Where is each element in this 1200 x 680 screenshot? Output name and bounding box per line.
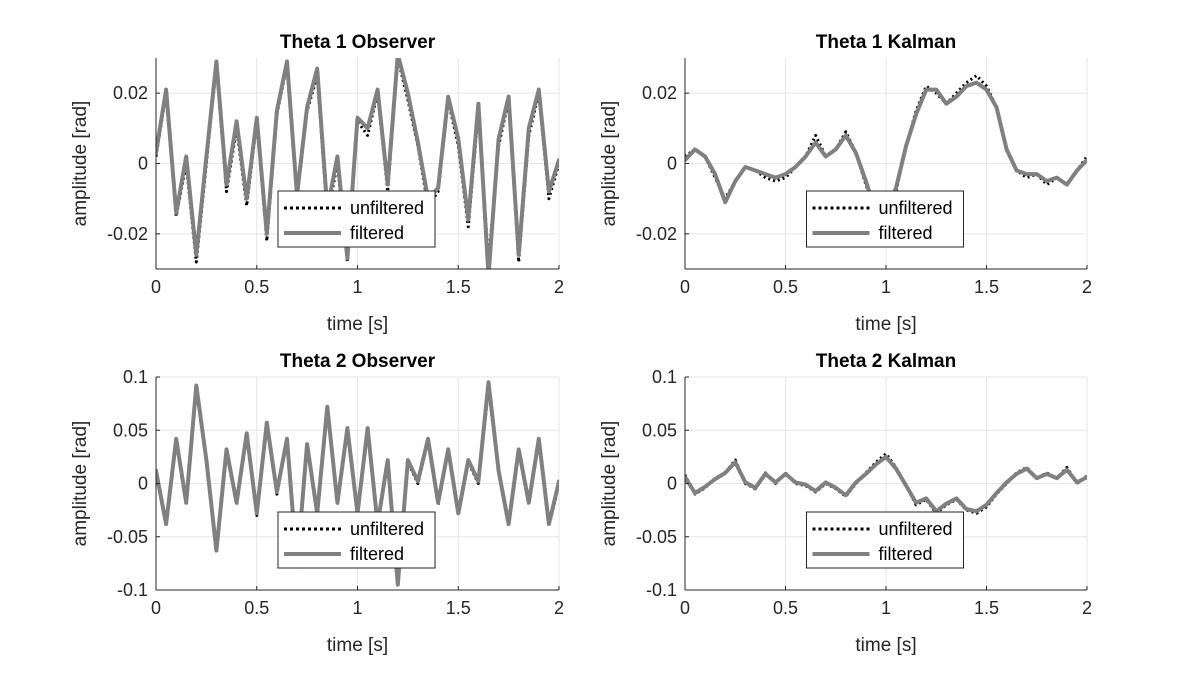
y-axis-label: amplitude [rad] xyxy=(599,101,620,227)
legend-label-filtered: filtered xyxy=(350,223,404,243)
y-tick-label: -0.05 xyxy=(107,527,148,547)
chart-title: Theta 2 Observer xyxy=(280,351,436,372)
series-line-filtered xyxy=(685,454,1087,514)
x-tick-label: 1.5 xyxy=(974,277,999,297)
x-tick-label: 1.5 xyxy=(974,598,999,618)
legend-label-unfiltered: unfiltered xyxy=(879,198,953,218)
y-tick-label: 0.1 xyxy=(652,367,677,387)
data-layer xyxy=(156,58,559,269)
x-tick-label: 2 xyxy=(554,277,564,297)
chart-1: 0 0.5 1 1.5 2 -0.02 0 0.02 Theta 1 Observer time … xyxy=(70,32,564,335)
x-tick-label: 1 xyxy=(881,277,891,297)
legend-box xyxy=(806,511,964,569)
legend-label-unfiltered: unfiltered xyxy=(879,519,953,539)
chart-title: Theta 1 Observer xyxy=(280,32,436,53)
legend-label-unfiltered: unfiltered xyxy=(350,519,424,539)
y-axis-label: amplitude [rad] xyxy=(70,421,91,547)
x-axis-label: time [s] xyxy=(327,314,388,335)
chart-title: Theta 2 Kalman xyxy=(816,351,956,372)
y-tick-label: 0.05 xyxy=(642,420,677,440)
legend-box xyxy=(277,190,436,248)
legend-box xyxy=(277,511,436,569)
y-tick-label: 0.02 xyxy=(642,83,677,103)
series-line-filtered xyxy=(156,58,559,269)
x-tick-label: 1 xyxy=(881,598,891,618)
legend-label-filtered: filtered xyxy=(879,223,933,243)
x-tick-label: 0.5 xyxy=(773,598,798,618)
y-tick-label: -0.05 xyxy=(636,527,677,547)
y-tick-label: 0.05 xyxy=(113,420,148,440)
legend: unfiltered filtered xyxy=(277,511,436,569)
y-tick-label: 0.1 xyxy=(123,367,148,387)
y-tick-label: 0 xyxy=(138,474,148,494)
x-tick-label: 0.5 xyxy=(773,277,798,297)
legend: unfiltered filtered xyxy=(806,511,964,569)
y-tick-label: 0 xyxy=(667,154,677,174)
y-tick-label: -0.1 xyxy=(646,580,677,600)
x-tick-label: 0 xyxy=(680,598,690,618)
x-tick-label: 2 xyxy=(1082,598,1092,618)
x-axis-label: time [s] xyxy=(855,635,916,656)
x-tick-label: 0 xyxy=(680,277,690,297)
x-axis-label: time [s] xyxy=(855,314,916,335)
legend-label-unfiltered: unfiltered xyxy=(350,198,424,218)
x-tick-label: 2 xyxy=(1082,277,1092,297)
x-tick-label: 1.5 xyxy=(446,598,471,618)
x-tick-label: 0.5 xyxy=(244,598,269,618)
y-tick-label: 0 xyxy=(667,474,677,494)
data-layer xyxy=(685,452,1087,515)
x-tick-label: 1 xyxy=(352,277,362,297)
legend: unfiltered filtered xyxy=(277,190,436,248)
x-tick-label: 2 xyxy=(554,598,564,618)
y-tick-label: 0 xyxy=(138,154,148,174)
y-tick-label: -0.02 xyxy=(107,224,148,244)
legend: unfiltered filtered xyxy=(806,190,964,248)
x-tick-label: 0 xyxy=(151,277,161,297)
chart-title: Theta 1 Kalman xyxy=(816,32,956,53)
y-tick-label: 0.02 xyxy=(113,83,148,103)
y-axis-label: amplitude [rad] xyxy=(70,101,91,227)
y-tick-label: -0.02 xyxy=(636,224,677,244)
x-tick-label: 1 xyxy=(352,598,362,618)
legend-label-filtered: filtered xyxy=(350,544,404,564)
chart-3: 0 0.5 1 1.5 2 -0.1 -0.05 0 0.05 0.1 Theta 2 Observ… xyxy=(70,351,564,656)
x-tick-label: 0 xyxy=(151,598,161,618)
legend-label-filtered: filtered xyxy=(879,544,933,564)
x-tick-label: 0.5 xyxy=(244,277,269,297)
y-axis-label: amplitude [rad] xyxy=(599,421,620,547)
chart-2: 0 0.5 1 1.5 2 -0.02 0 0.02 Theta 1 Kalman time [s… xyxy=(599,32,1092,335)
chart-4: 0 0.5 1 1.5 2 -0.1 -0.05 0 0.05 0.1 Theta 2 Kalman… xyxy=(599,351,1092,656)
x-tick-label: 1.5 xyxy=(446,277,471,297)
x-axis-label: time [s] xyxy=(327,635,388,656)
legend-box xyxy=(806,190,964,248)
y-tick-label: -0.1 xyxy=(117,580,148,600)
